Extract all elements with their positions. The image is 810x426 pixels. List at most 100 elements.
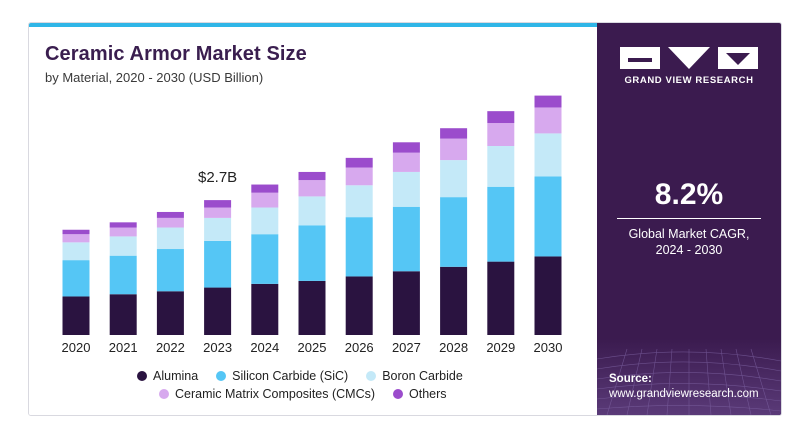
x-tick-label-2023: 2023	[203, 340, 232, 355]
decorative-mesh-graphic	[597, 339, 781, 415]
bar-segment-2028-boron-carbide	[440, 160, 468, 198]
x-tick-label-2029: 2029	[486, 340, 515, 355]
legend-swatch	[393, 389, 404, 399]
legend-swatch	[137, 371, 147, 381]
bar-segment-2022-alumina	[156, 291, 184, 335]
bar-segment-2028-alumina	[440, 266, 468, 335]
legend-swatch	[366, 371, 377, 381]
legend-item-ceramic-matrix-composites-cmcs-: Ceramic Matrix Composites (CMCs)	[159, 387, 375, 401]
bar-segment-2022-ceramic-matrix-composites-cmcs-	[156, 217, 184, 228]
bar-segment-2024-ceramic-matrix-composites-cmcs-	[251, 192, 279, 208]
bar-segment-2030-alumina	[534, 256, 562, 335]
bar-segment-2022-boron-carbide	[156, 227, 184, 250]
bar-segment-2021-boron-carbide	[109, 236, 137, 256]
bar-segment-2029-alumina	[487, 261, 515, 335]
x-tick-label-2020: 2020	[62, 340, 91, 355]
legend-item-others: Others	[393, 387, 447, 401]
legend-row: Ceramic Matrix Composites (CMCs) Others	[159, 387, 447, 401]
bar-segment-2028-ceramic-matrix-composites-cmcs-	[440, 138, 468, 161]
cagr-label-line1: Global Market CAGR,	[628, 227, 750, 241]
x-tick-label-2026: 2026	[345, 340, 374, 355]
bar-segment-2030-ceramic-matrix-composites-cmcs-	[534, 107, 562, 134]
x-tick-label-2022: 2022	[156, 340, 185, 355]
stacked-bar-chart: 2020 2021 2022 2023 $2.7B 2024 2025 2026 2027 202…	[62, 95, 563, 355]
brand-sidebar: GRAND VIEW RESEARCH 8.2% Global Market C…	[597, 23, 781, 415]
grand-view-research-logo	[620, 47, 758, 69]
bar-segment-2021-silicon-carbide-sic-	[109, 255, 137, 295]
bar-segment-2023-ceramic-matrix-composites-cmcs-	[204, 207, 232, 218]
logo-wordmark: GRAND VIEW RESEARCH	[624, 75, 754, 86]
bar-segment-2025-boron-carbide	[298, 196, 326, 226]
bar-segment-2028-others	[440, 128, 468, 139]
data-annotation-2023: $2.7B	[198, 169, 237, 186]
bar-segment-2024-boron-carbide	[251, 207, 279, 235]
cagr-value: 8.2%	[654, 178, 724, 211]
bar-segment-2029-others	[487, 111, 515, 124]
bar-segment-2027-others	[392, 142, 420, 153]
bar-segment-2025-alumina	[298, 280, 326, 335]
legend-row: Alumina Silicon Carbide (SiC) Boron Carbid…	[137, 369, 463, 383]
bar-segment-2027-boron-carbide	[392, 171, 420, 207]
bar-segment-2026-ceramic-matrix-composites-cmcs-	[345, 167, 373, 186]
bar-segment-2020-others	[62, 229, 90, 235]
bar-segment-2027-ceramic-matrix-composites-cmcs-	[392, 152, 420, 172]
cagr-label-line2: 2024 - 2030	[655, 243, 723, 257]
legend-item-boron-carbide: Boron Carbide	[366, 369, 463, 383]
bar-segment-2027-alumina	[392, 271, 420, 335]
bar-segment-2026-alumina	[345, 276, 373, 335]
chart-title: Ceramic Armor Market Size	[45, 43, 307, 65]
bar-segment-2027-silicon-carbide-sic-	[392, 206, 420, 272]
bar-segment-2021-alumina	[109, 294, 137, 335]
cagr-label: Global Market CAGR, 2024 - 2030	[597, 226, 781, 258]
x-tick-label-2024: 2024	[250, 340, 279, 355]
bar-segment-2026-boron-carbide	[345, 185, 373, 218]
legend-label: Boron Carbide	[382, 369, 463, 383]
bar-segment-2029-silicon-carbide-sic-	[487, 186, 515, 262]
bar-segment-2026-others	[345, 157, 373, 168]
bar-segment-2028-silicon-carbide-sic-	[440, 197, 468, 267]
bar-segment-2024-alumina	[251, 283, 279, 335]
bar-segment-2030-others	[534, 95, 562, 108]
bar-segment-2023-silicon-carbide-sic-	[204, 240, 232, 288]
bar-segment-2022-silicon-carbide-sic-	[156, 249, 184, 292]
bar-segment-2030-boron-carbide	[534, 133, 562, 177]
legend-item-silicon-carbide-sic-: Silicon Carbide (SiC)	[216, 369, 348, 383]
legend-item-alumina: Alumina	[137, 369, 198, 383]
bar-segment-2029-boron-carbide	[487, 146, 515, 187]
legend-label: Silicon Carbide (SiC)	[232, 369, 349, 383]
bar-segment-2029-ceramic-matrix-composites-cmcs-	[487, 123, 515, 146]
x-tick-label-2028: 2028	[439, 340, 468, 355]
legend-swatch	[216, 371, 227, 381]
bar-segment-2023-others	[204, 200, 232, 208]
x-tick-label-2025: 2025	[298, 340, 327, 355]
source-label: Source:	[609, 373, 652, 385]
bar-segment-2025-others	[298, 171, 326, 181]
bar-segment-2020-boron-carbide	[62, 242, 90, 261]
source-url: www.grandviewresearch.com	[609, 388, 759, 400]
x-tick-label-2021: 2021	[109, 340, 138, 355]
chart-panel: Ceramic Armor Market Size by Material, 2…	[29, 23, 597, 415]
bar-segment-2021-ceramic-matrix-composites-cmcs-	[109, 227, 137, 237]
bar-segment-2021-others	[109, 222, 137, 228]
bar-segment-2023-boron-carbide	[204, 217, 232, 241]
bar-segment-2020-alumina	[62, 296, 90, 335]
bar-segment-2024-silicon-carbide-sic-	[251, 234, 279, 284]
bar-segment-2023-alumina	[204, 287, 232, 335]
legend-label: Alumina	[153, 369, 199, 383]
bar-segment-2025-silicon-carbide-sic-	[298, 225, 326, 281]
legend-swatch	[159, 389, 169, 399]
infographic-card: Ceramic Armor Market Size by Material, 2…	[28, 22, 782, 416]
cagr-divider	[617, 218, 761, 219]
bar-segment-2022-others	[156, 211, 184, 218]
chart-subtitle: by Material, 2020 - 2030 (USD Billion)	[45, 70, 264, 85]
bar-segment-2026-silicon-carbide-sic-	[345, 217, 373, 277]
x-tick-label-2030: 2030	[534, 340, 563, 355]
bar-segment-2030-silicon-carbide-sic-	[534, 176, 562, 257]
bar-segment-2025-ceramic-matrix-composites-cmcs-	[298, 180, 326, 197]
x-tick-label-2027: 2027	[392, 340, 421, 355]
bar-segment-2024-others	[251, 184, 279, 193]
legend-label: Others	[409, 387, 447, 401]
legend-label: Ceramic Matrix Composites (CMCs)	[175, 387, 376, 401]
bar-segment-2020-ceramic-matrix-composites-cmcs-	[62, 234, 90, 243]
bar-segment-2020-silicon-carbide-sic-	[62, 260, 90, 297]
